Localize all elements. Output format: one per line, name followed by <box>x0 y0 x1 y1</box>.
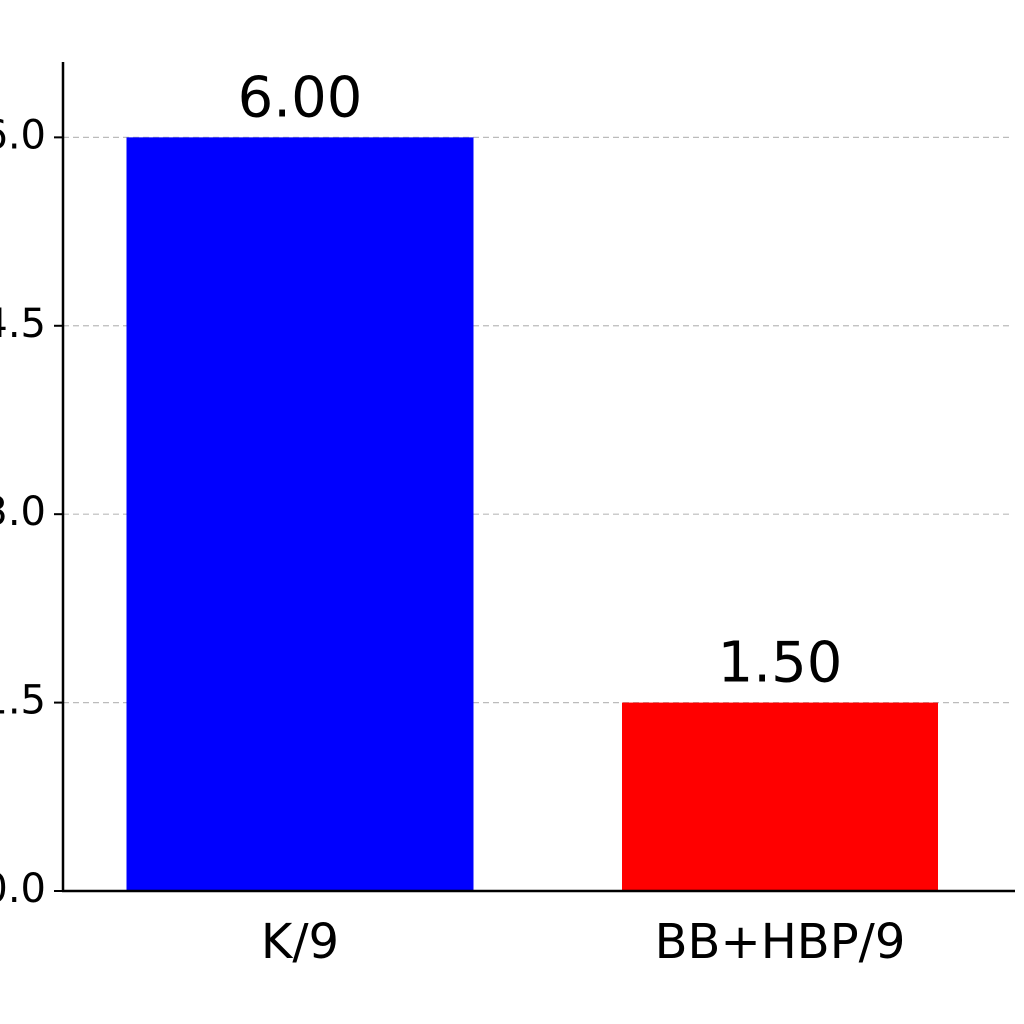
value-label: 1.50 <box>718 631 843 696</box>
bar <box>126 137 474 891</box>
x-tick-label: K/9 <box>261 914 339 970</box>
y-tick-label: 0.0 <box>0 866 46 912</box>
y-tick-label: 6.0 <box>0 112 46 158</box>
y-tick-label: 3.0 <box>0 489 46 535</box>
bar <box>622 702 938 891</box>
value-label: 6.00 <box>238 66 363 131</box>
x-tick-label: BB+HBP/9 <box>655 914 906 970</box>
y-tick-label: 4.5 <box>0 301 46 347</box>
y-tick-label: 1.5 <box>0 678 46 724</box>
